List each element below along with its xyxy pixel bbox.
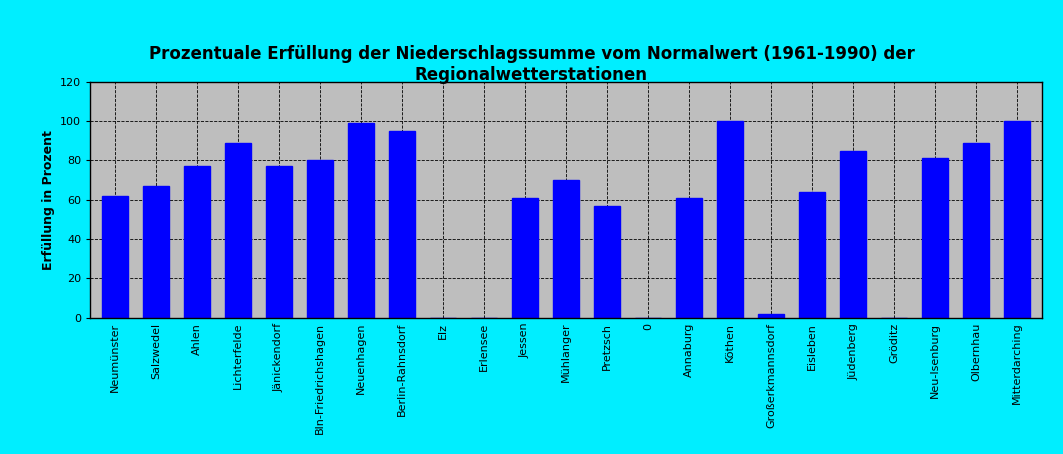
Bar	[758, 314, 784, 318]
Bar	[224, 143, 251, 318]
Bar	[922, 158, 948, 318]
Bar	[511, 198, 538, 318]
Bar	[142, 186, 169, 318]
Bar	[553, 180, 579, 318]
Bar	[594, 206, 621, 318]
Text: Prozentuale Erfüllung der Niederschlagssumme vom Normalwert (1961-1990) der
Regi: Prozentuale Erfüllung der Niederschlagss…	[149, 45, 914, 84]
Bar	[716, 121, 743, 318]
Bar	[306, 160, 334, 318]
Bar	[1003, 121, 1030, 318]
Bar	[184, 166, 210, 318]
Bar	[102, 196, 129, 318]
Bar	[963, 143, 990, 318]
Bar	[840, 151, 866, 318]
Bar	[389, 131, 416, 318]
Bar	[798, 192, 826, 318]
Y-axis label: Erfüllung in Prozent: Erfüllung in Prozent	[41, 130, 54, 270]
Bar	[676, 198, 703, 318]
Bar	[266, 166, 292, 318]
Bar	[348, 123, 374, 318]
